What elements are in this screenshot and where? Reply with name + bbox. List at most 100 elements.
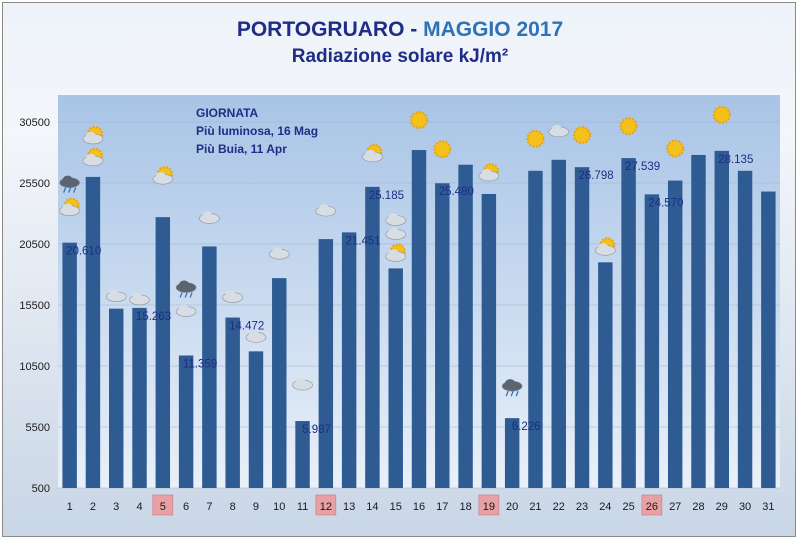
x-tick-label-16: 16: [413, 501, 425, 513]
cloud-puff: [202, 211, 213, 220]
bar-day-23: [574, 167, 590, 488]
bar-day-2: [85, 176, 101, 488]
x-tick-label-7: 7: [206, 501, 212, 513]
highlight-day-12: [315, 494, 337, 516]
sun-icon: [410, 111, 428, 130]
sun-icon: [619, 117, 638, 136]
x-tick-label-3: 3: [113, 501, 119, 513]
data-label-day-29: 28.135: [718, 154, 753, 166]
bar-day-20: [504, 418, 520, 488]
sun-disc: [526, 129, 545, 148]
cloudy-icon: [292, 378, 313, 391]
x-tick-label-24: 24: [599, 501, 611, 513]
chart-subtitle: Radiazione solare kJ/m²: [291, 46, 509, 67]
x-tick-label-28: 28: [692, 501, 704, 513]
cloud-puff: [388, 213, 399, 222]
x-tick-label-19: 19: [483, 501, 495, 513]
cloud-puff: [598, 243, 609, 252]
cloud-puff: [318, 204, 329, 213]
x-tick-label-23: 23: [576, 501, 588, 513]
bar-day-13: [341, 232, 357, 488]
x-tick-label-18: 18: [459, 501, 471, 513]
x-tick-label-4: 4: [136, 501, 142, 513]
cloudy-icon: [199, 211, 220, 224]
bar-day-9: [248, 351, 264, 488]
x-tick-label-10: 10: [273, 501, 285, 513]
cloudy-icon: [315, 204, 337, 217]
data-label-day-23: 26.798: [578, 170, 613, 182]
bar-day-6: [178, 355, 194, 488]
bar-day-8: [225, 317, 240, 488]
bar-day-15: [388, 268, 403, 488]
storm-cloud-icon: [501, 379, 523, 397]
data-label-day-6: 11.359: [183, 359, 217, 371]
x-tick-label-31: 31: [762, 501, 774, 513]
chart-title-location: PORTOGRUARO -: [236, 18, 424, 41]
cloudy-icon: [175, 304, 197, 317]
bar-day-12: [318, 239, 334, 488]
chart-title-block: PORTOGRUARO - MAGGIO 2017 Radiazione sol…: [0, 18, 800, 68]
chart-title-month: MAGGIO 2017: [423, 18, 564, 41]
partly-cloudy-icon: [478, 162, 500, 182]
bar-day-1: [62, 242, 77, 488]
bar-day-26: [644, 194, 660, 488]
x-tick-label-20: 20: [506, 501, 518, 513]
sun-icon: [712, 105, 731, 124]
partly-cloudy-icon: [385, 243, 407, 262]
annotation-box: GIORNATA Più luminosa, 16 Mag Più Buia, 11…: [196, 106, 318, 156]
cloud-puff: [551, 124, 562, 133]
chart-title: PORTOGRUARO - MAGGIO 2017: [0, 18, 800, 42]
x-tick-label-26: 26: [646, 501, 658, 513]
data-label-day-20: 6.226: [512, 421, 541, 433]
y-tick-label-2: 10500: [19, 361, 50, 373]
cloud-puff: [62, 175, 73, 184]
y-tick-label-3: 15500: [19, 300, 50, 312]
annotation-line-0: GIORNATA: [196, 106, 259, 120]
x-tick-label-30: 30: [739, 501, 751, 513]
sun-icon: [526, 129, 545, 148]
storm-cloud-icon: [59, 175, 80, 193]
data-label-day-8: 14.472: [229, 321, 264, 333]
bar-day-11: [295, 421, 310, 488]
x-tick-label-12: 12: [320, 501, 332, 513]
partly-cloudy-icon: [82, 147, 104, 167]
cloudy-icon: [129, 292, 150, 306]
y-tick-label-0: 500: [32, 483, 50, 495]
cloud-puff: [85, 153, 96, 162]
bar-day-25: [621, 158, 636, 488]
cloudy-icon: [268, 247, 290, 260]
data-label-day-13: 21.451: [346, 235, 381, 247]
x-tick-label-5: 5: [160, 501, 166, 513]
sun-disc: [666, 139, 685, 158]
data-label-day-25: 27.539: [625, 161, 660, 173]
sun-disc: [410, 111, 428, 130]
partly-cloudy-icon: [59, 197, 80, 216]
cloudy-icon: [245, 330, 267, 343]
y-tick-label-4: 20500: [19, 239, 50, 251]
cloud-puff: [179, 304, 190, 313]
cloud-puff: [388, 227, 399, 236]
x-tick-label-27: 27: [669, 501, 681, 513]
data-label-day-17: 25.480: [439, 186, 474, 198]
bar-day-29: [714, 150, 729, 488]
bar-day-31: [761, 191, 776, 489]
highlight-day-5: [152, 494, 174, 516]
x-tick-label-29: 29: [716, 501, 728, 513]
bar-day-17: [435, 183, 450, 488]
cloud-puff: [388, 249, 399, 258]
data-label-day-26: 24.570: [648, 197, 683, 209]
data-label-day-11: 5.987: [302, 424, 331, 436]
bar-day-18: [458, 164, 473, 488]
partly-cloudy-icon: [152, 166, 174, 185]
bar-day-22: [551, 159, 566, 488]
sun-disc: [573, 126, 592, 145]
cloudy-icon: [105, 289, 127, 302]
y-tick-label-6: 30500: [19, 117, 50, 129]
partly-cloudy-icon: [595, 237, 616, 256]
cloudy-icon: [222, 290, 243, 303]
sun-icon: [433, 140, 452, 159]
y-axis-ticks: 500 5500 10500 15500 20500 25500 30500: [19, 117, 50, 495]
bar-day-3: [109, 308, 124, 488]
sun-disc: [619, 117, 638, 136]
